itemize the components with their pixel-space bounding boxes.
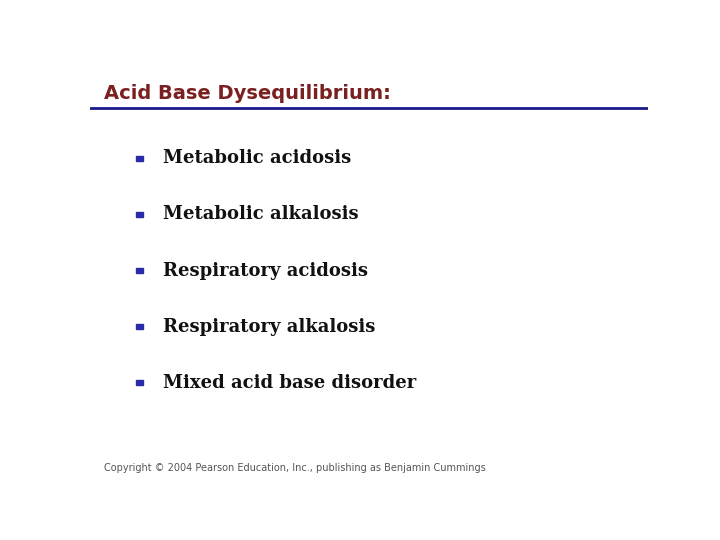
Text: Respiratory acidosis: Respiratory acidosis xyxy=(163,261,367,280)
FancyBboxPatch shape xyxy=(136,380,143,386)
FancyBboxPatch shape xyxy=(136,268,143,273)
Text: Mixed acid base disorder: Mixed acid base disorder xyxy=(163,374,415,392)
Text: Copyright © 2004 Pearson Education, Inc., publishing as Benjamin Cummings: Copyright © 2004 Pearson Education, Inc.… xyxy=(104,463,486,473)
FancyBboxPatch shape xyxy=(136,156,143,161)
Text: Metabolic alkalosis: Metabolic alkalosis xyxy=(163,206,358,224)
Text: Acid Base Dysequilibrium:: Acid Base Dysequilibrium: xyxy=(104,84,391,103)
FancyBboxPatch shape xyxy=(136,212,143,217)
FancyBboxPatch shape xyxy=(136,324,143,329)
Text: Metabolic acidosis: Metabolic acidosis xyxy=(163,150,351,167)
Text: Respiratory alkalosis: Respiratory alkalosis xyxy=(163,318,375,336)
